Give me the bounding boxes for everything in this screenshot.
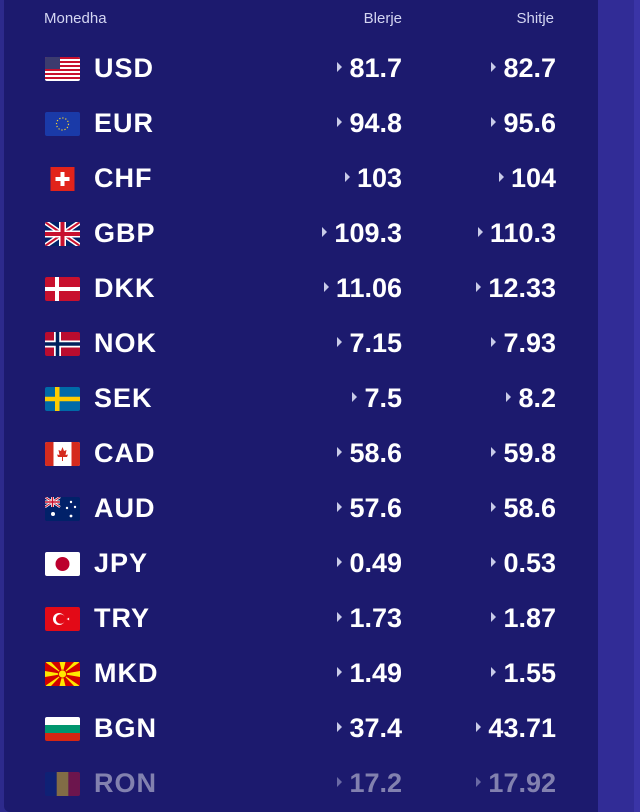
- buy-rate: 0.49: [337, 548, 402, 579]
- rate-row-mkd: MKD 1.49 1.55: [4, 648, 598, 700]
- currency-code: SEK: [94, 383, 153, 413]
- bg-flag-icon: [45, 717, 80, 741]
- table-header: Monedha Blerje Shitje: [4, 10, 598, 32]
- currency-code: NOK: [94, 328, 157, 358]
- buy-rate: 57.6: [337, 493, 402, 524]
- dk-flag-icon: [45, 277, 80, 301]
- header-currency: Monedha: [44, 10, 107, 27]
- no-flag-icon: [45, 332, 80, 356]
- currency-code: BGN: [94, 713, 157, 743]
- rate-row-sek: SEK 7.5 8.2: [4, 373, 598, 425]
- sell-rate: 104: [498, 163, 556, 194]
- buy-rate: 1.73: [337, 603, 402, 634]
- header-buy: Blerje: [363, 10, 402, 27]
- eu-flag-icon: [45, 112, 80, 136]
- rate-row-cad: CAD 58.6 59.8: [4, 428, 598, 480]
- sell-rate: 1.87: [491, 603, 556, 634]
- currency-code: AUD: [94, 493, 156, 523]
- scroll-edge: [634, 0, 640, 812]
- buy-rate: 103: [344, 163, 402, 194]
- rate-row-gbp: GBP 109.3 110.3: [4, 208, 598, 260]
- ro-flag-icon: [45, 772, 80, 796]
- exchange-rate-panel: Monedha Blerje Shitje USD 81.7 82.7: [4, 0, 598, 812]
- currency-code: JPY: [94, 548, 149, 578]
- buy-rate: 81.7: [337, 53, 402, 84]
- buy-rate: 109.3: [322, 218, 402, 249]
- sell-rate: 8.2: [506, 383, 556, 414]
- sell-rate: 12.33: [476, 273, 556, 304]
- sell-rate: 17.92: [476, 768, 556, 799]
- currency-code: RON: [94, 768, 157, 798]
- rate-row-dkk: DKK 11.06 12.33: [4, 263, 598, 315]
- sell-rate: 1.55: [491, 658, 556, 689]
- gb-flag-icon: [45, 222, 80, 246]
- rate-row-ron: RON 17.2 17.92: [4, 758, 598, 810]
- buy-rate: 7.5: [352, 383, 402, 414]
- buy-rate: 94.8: [337, 108, 402, 139]
- rate-row-usd: USD 81.7 82.7: [4, 43, 598, 95]
- currency-code: DKK: [94, 273, 156, 303]
- buy-rate: 7.15: [337, 328, 402, 359]
- currency-code: CHF: [94, 163, 153, 193]
- sell-rate: 95.6: [491, 108, 556, 139]
- buy-rate: 58.6: [337, 438, 402, 469]
- buy-rate: 1.49: [337, 658, 402, 689]
- tr-flag-icon: [45, 607, 80, 631]
- header-sell: Shitje: [516, 10, 554, 27]
- page-sidebar-edge: [598, 0, 640, 812]
- au-flag-icon: [45, 497, 80, 521]
- currency-code: USD: [94, 53, 155, 83]
- currency-code: GBP: [94, 218, 156, 248]
- sell-rate: 0.53: [491, 548, 556, 579]
- ch-flag-icon: [45, 167, 80, 191]
- rate-row-aud: AUD 57.6 58.6: [4, 483, 598, 535]
- rate-row-eur: EUR 94.8 95.6: [4, 98, 598, 150]
- rate-row-bgn: BGN 37.4 43.71: [4, 703, 598, 755]
- sell-rate: 58.6: [491, 493, 556, 524]
- currency-code: EUR: [94, 108, 155, 138]
- rate-row-try: TRY 1.73 1.87: [4, 593, 598, 645]
- rate-row-chf: CHF 103 104: [4, 153, 598, 205]
- se-flag-icon: [45, 387, 80, 411]
- buy-rate: 17.2: [337, 768, 402, 799]
- sell-rate: 43.71: [476, 713, 556, 744]
- currency-code: CAD: [94, 438, 156, 468]
- us-flag-icon: [45, 57, 80, 81]
- rate-row-nok: NOK 7.15 7.93: [4, 318, 598, 370]
- mk-flag-icon: [45, 662, 80, 686]
- sell-rate: 59.8: [491, 438, 556, 469]
- sell-rate: 7.93: [491, 328, 556, 359]
- jp-flag-icon: [45, 552, 80, 576]
- rate-row-jpy: JPY 0.49 0.53: [4, 538, 598, 590]
- currency-code: TRY: [94, 603, 150, 633]
- buy-rate: 11.06: [323, 273, 402, 304]
- buy-rate: 37.4: [337, 713, 402, 744]
- sell-rate: 82.7: [491, 53, 556, 84]
- ca-flag-icon: [45, 442, 80, 466]
- currency-code: MKD: [94, 658, 159, 688]
- sell-rate: 110.3: [477, 218, 556, 249]
